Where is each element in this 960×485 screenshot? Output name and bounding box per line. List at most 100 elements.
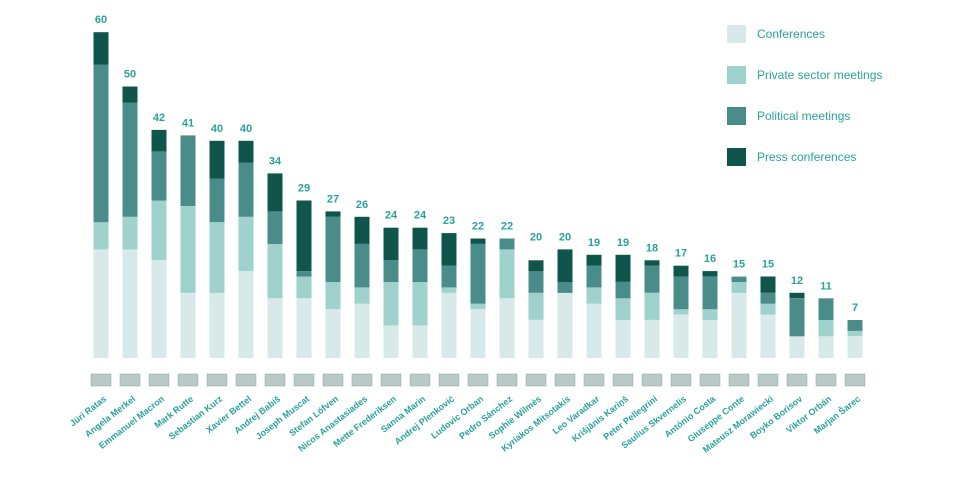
bar-segment — [209, 292, 225, 358]
bar-segment — [209, 140, 225, 179]
bar-segment — [557, 282, 573, 293]
bar-segment — [789, 292, 805, 299]
bar-segment — [325, 211, 341, 217]
bar-segment — [818, 320, 834, 337]
bar-segment — [296, 271, 312, 277]
bar-segment — [354, 303, 370, 358]
bar-segment — [267, 173, 283, 212]
bar-segment — [760, 276, 776, 293]
total-label: 34 — [269, 155, 282, 167]
flag-icon — [322, 373, 344, 387]
bar-segment — [528, 320, 544, 358]
bar-segment — [122, 249, 138, 358]
bar-segment — [470, 244, 486, 304]
flag-icon — [380, 373, 402, 387]
flag-icon — [409, 373, 431, 387]
bar-segment — [354, 244, 370, 288]
flag-icon — [293, 373, 315, 387]
total-label: 19 — [617, 237, 629, 249]
bar-segment — [180, 292, 196, 358]
total-label: 24 — [385, 210, 398, 222]
flag-icon — [525, 373, 547, 387]
bar-segment — [267, 298, 283, 358]
flag-icon — [554, 373, 576, 387]
total-label: 20 — [559, 231, 571, 243]
bar-segment — [296, 276, 312, 299]
bar-segment — [209, 222, 225, 293]
legend: Conferences Private sector meetings Politi… — [727, 25, 882, 166]
bar-segment — [238, 162, 254, 217]
bar-segment — [470, 303, 486, 310]
bar-segment — [383, 282, 399, 326]
bar-segment — [731, 276, 747, 282]
bar-segment — [847, 320, 863, 331]
total-label: 26 — [356, 199, 368, 211]
flag-icon — [844, 373, 866, 387]
flag-icon — [815, 373, 837, 387]
total-label: 24 — [414, 210, 427, 222]
bar-segment — [644, 265, 660, 293]
bar-segment — [586, 254, 602, 266]
bar-segment — [180, 135, 196, 206]
flag-icon — [119, 373, 141, 387]
bar-segment — [209, 178, 225, 223]
legend-swatch — [727, 66, 746, 84]
total-label: 7 — [852, 302, 858, 314]
bar-segment — [93, 64, 109, 223]
flag-icon — [583, 373, 605, 387]
bar-segment — [731, 292, 747, 358]
bar-segment — [847, 336, 863, 358]
total-label: 16 — [704, 253, 716, 265]
bar-segment — [151, 260, 167, 358]
total-label: 15 — [762, 259, 774, 271]
bar-segment — [615, 298, 631, 320]
bar-segment — [586, 265, 602, 288]
bar-segment — [673, 276, 689, 310]
bar-segment — [586, 287, 602, 304]
bar-segment — [644, 260, 660, 266]
bar-segment — [383, 260, 399, 282]
bar-segment — [615, 320, 631, 358]
bar-segment — [499, 238, 515, 250]
bar-segment — [354, 287, 370, 304]
bar-segment — [151, 129, 167, 152]
flag-icon — [641, 373, 663, 387]
bar-segment — [673, 265, 689, 277]
total-label: 27 — [327, 193, 339, 205]
bar-segment — [847, 330, 863, 337]
bars — [93, 32, 863, 358]
flag-icon — [757, 373, 779, 387]
bar-segment — [760, 303, 776, 315]
bar-segment — [528, 271, 544, 293]
bar-segment — [557, 249, 573, 282]
bar-segment — [122, 216, 138, 250]
total-label: 22 — [472, 221, 484, 233]
bar-segment — [238, 216, 254, 272]
total-label: 23 — [443, 215, 455, 227]
bar-segment — [180, 206, 196, 293]
bar-segment — [644, 320, 660, 358]
legend-label: Political meetings — [757, 109, 850, 123]
bar-segment — [238, 140, 254, 163]
flag-icon — [235, 373, 257, 387]
flag-icon — [467, 373, 489, 387]
bar-segment — [586, 303, 602, 358]
bar-segment — [354, 216, 370, 244]
bar-segment — [296, 298, 312, 358]
bar-segment — [760, 292, 776, 304]
bar-segment — [325, 216, 341, 282]
flags — [90, 373, 866, 387]
total-label: 41 — [182, 117, 194, 129]
total-label: 50 — [124, 69, 136, 81]
total-label: 29 — [298, 183, 310, 195]
bar-segment — [93, 249, 109, 358]
flag-icon — [699, 373, 721, 387]
bar-segment — [383, 325, 399, 358]
bar-segment — [412, 325, 428, 358]
bar-segment — [702, 309, 718, 320]
bar-segment — [470, 309, 486, 358]
flag-icon — [670, 373, 692, 387]
total-label: 20 — [530, 231, 542, 243]
flag-icon — [786, 373, 808, 387]
